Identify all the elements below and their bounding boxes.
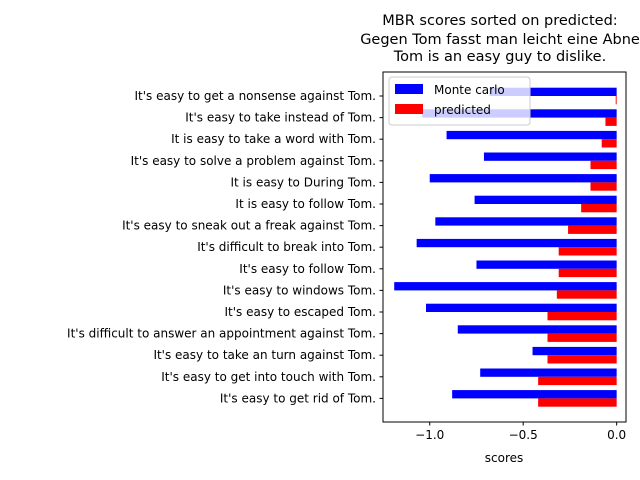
bars-layer <box>394 87 617 407</box>
y-tick-label-11: It's easy to escaped Tom. <box>224 305 376 319</box>
bar-predicted-6 <box>581 204 617 213</box>
chart-title-line-2: Gegen Tom fasst man leicht eine Abne <box>360 32 640 48</box>
bar-predicted-5 <box>590 182 617 191</box>
bar-monte-carlo-5 <box>429 174 617 183</box>
legend-box <box>388 76 531 126</box>
bar-monte-carlo-8 <box>416 238 617 248</box>
y-tick-label-9: It's easy to follow Tom. <box>239 262 376 276</box>
chart-title: MBR scores sorted on predicted: Gegen To… <box>360 13 640 65</box>
bar-predicted-8 <box>558 247 617 256</box>
legend-label-monte-carlo: Monte carlo <box>434 83 505 97</box>
legend-label-predicted: predicted <box>434 103 491 117</box>
legend-swatch-predicted <box>395 104 423 114</box>
x-tick-label-3: 0.0 <box>607 428 626 442</box>
bar-monte-carlo-12 <box>457 325 617 334</box>
bar-monte-carlo-7 <box>435 217 617 226</box>
y-tick-label-6: It is easy to follow Tom. <box>235 197 376 211</box>
bar-predicted-4 <box>590 160 617 170</box>
bar-predicted-13 <box>547 355 617 364</box>
chart-title-line-3: Tom is an easy guy to dislike. <box>393 49 606 65</box>
bar-monte-carlo-14 <box>480 368 617 377</box>
chart-title-line-1: MBR scores sorted on predicted: <box>382 13 617 29</box>
x-tick-label-2: −0.5 <box>509 428 538 442</box>
y-tick-label-12: It's difficult to answer an appointment … <box>67 327 376 341</box>
y-tick-label-2: It's easy to take instead of Tom. <box>185 111 376 125</box>
y-tick-label-13: It's easy to take an turn against Tom. <box>153 348 376 362</box>
bar-monte-carlo-3 <box>446 130 617 140</box>
y-tick-label-3: It is easy to take a word with Tom. <box>171 132 376 146</box>
y-tick-label-4: It's easy to solve a problem against Tom… <box>131 154 376 168</box>
bar-monte-carlo-13 <box>532 346 617 356</box>
legend-swatch-monte-carlo <box>395 84 423 94</box>
bar-predicted-3 <box>601 139 617 148</box>
bar-predicted-10 <box>556 290 617 299</box>
bar-monte-carlo-10 <box>394 282 617 291</box>
y-tick-label-8: It's difficult to break into Tom. <box>197 240 376 254</box>
bar-predicted-14 <box>538 376 617 386</box>
y-tick-label-15: It's easy to get rid of Tom. <box>220 391 376 405</box>
bar-predicted-1 <box>615 96 617 105</box>
x-axis-label: scores <box>485 451 524 465</box>
bar-predicted-7 <box>568 225 617 234</box>
bar-predicted-12 <box>547 333 617 342</box>
bar-predicted-9 <box>558 268 617 278</box>
bar-predicted-11 <box>547 312 617 321</box>
bar-predicted-15 <box>538 398 617 407</box>
x-tick-label-1: −1.0 <box>415 428 444 442</box>
y-axis: It's easy to get a nonsense against Tom.… <box>67 89 383 405</box>
bar-monte-carlo-15 <box>452 390 617 399</box>
y-tick-label-10: It's easy to windows Tom. <box>223 283 376 297</box>
y-tick-label-1: It's easy to get a nonsense against Tom. <box>135 89 376 103</box>
bar-monte-carlo-1 <box>489 87 617 96</box>
x-axis: −1.0 −0.5 0.0 <box>415 422 626 442</box>
bar-monte-carlo-9 <box>476 260 617 269</box>
y-tick-label-7: It's easy to sneak out a freak against T… <box>122 219 376 233</box>
y-tick-label-14: It's easy to get into touch with Tom. <box>161 370 376 384</box>
bar-monte-carlo-4 <box>483 152 617 161</box>
y-tick-label-5: It is easy to During Tom. <box>230 175 376 189</box>
bar-predicted-2 <box>605 117 617 126</box>
legend: Monte carlo predicted <box>388 76 531 126</box>
bar-monte-carlo-6 <box>474 195 617 204</box>
bar-monte-carlo-11 <box>425 303 617 312</box>
